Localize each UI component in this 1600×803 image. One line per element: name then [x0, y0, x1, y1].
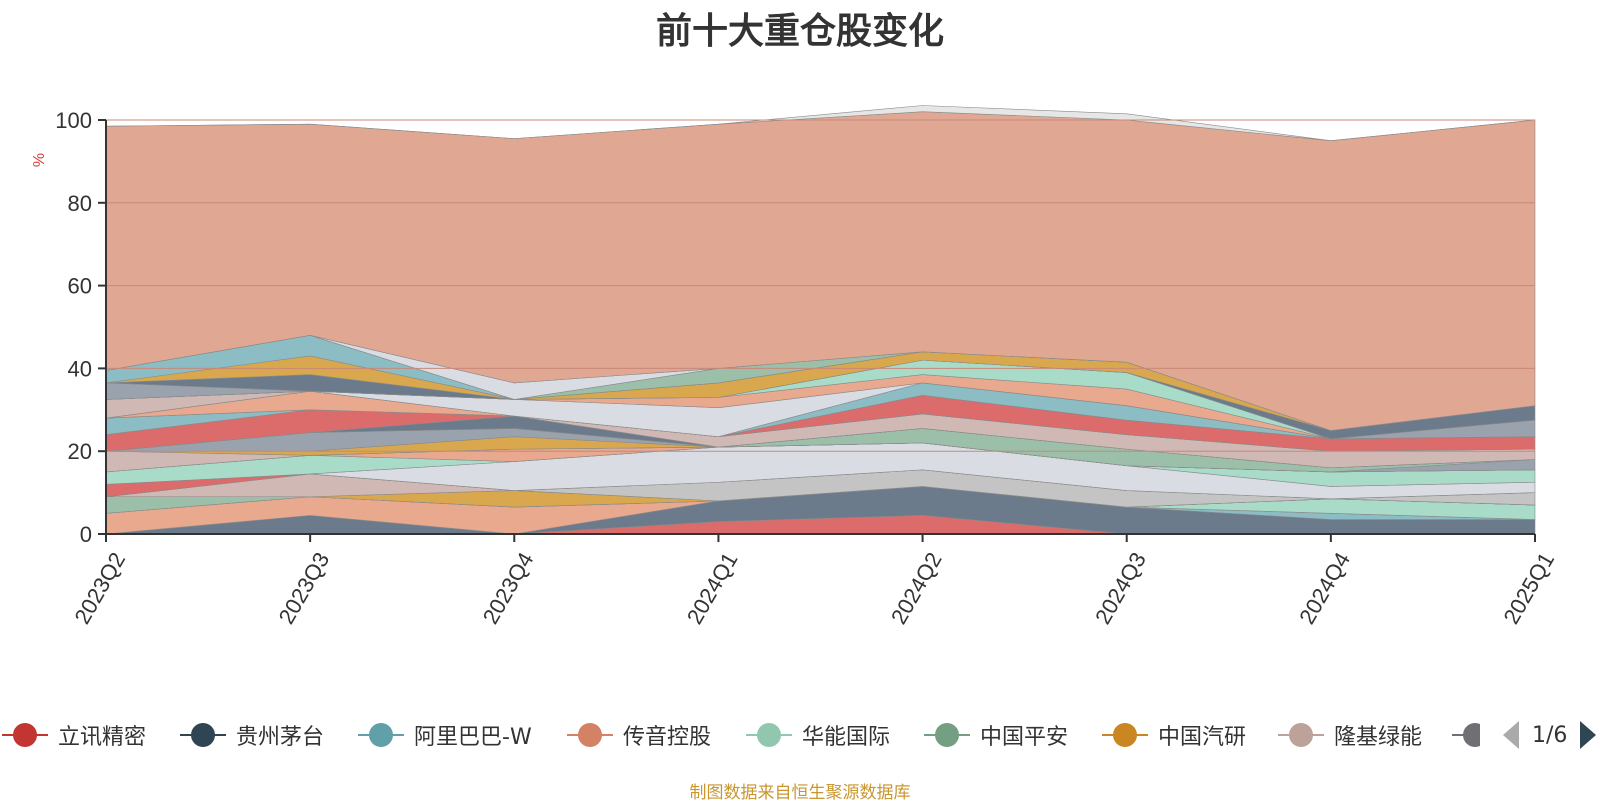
area-layer — [105, 105, 1536, 535]
triangle-left-icon — [1503, 721, 1519, 749]
y-tick-label: 80 — [68, 191, 92, 216]
legend-item[interactable] — [1450, 715, 1480, 755]
legend-item[interactable]: 贵州茅台 — [178, 715, 324, 755]
legend-item[interactable]: 传音控股 — [565, 715, 711, 755]
legend-label: 传音控股 — [623, 725, 712, 750]
legend-marker — [0, 720, 50, 750]
x-tick-label: 2024Q2 — [886, 548, 947, 628]
legend-label: 贵州茅台 — [236, 725, 325, 750]
legend-label: 中国平安 — [980, 725, 1069, 750]
legend-label: 阿里巴巴-W — [414, 725, 532, 750]
chart-title: 前十大重仓股变化 — [655, 11, 944, 52]
legend-marker — [356, 720, 406, 750]
y-tick-label: 20 — [68, 439, 92, 464]
x-tick-label: 2025Q1 — [1498, 548, 1559, 628]
x-tick-label: 2023Q2 — [69, 548, 130, 628]
legend-item[interactable]: 中国平安 — [922, 715, 1068, 755]
legend-label: 华能国际 — [802, 725, 891, 750]
legend-marker — [922, 720, 972, 750]
legend-pager: 1/6 — [1498, 715, 1600, 755]
y-axis-label: % — [31, 153, 48, 167]
grid-layer — [106, 119, 1535, 452]
stacked-area-chart: % 0 20 40 60 80 100 2023Q2 2023Q3 2023Q4 2024Q1 20… — [31, 105, 1559, 628]
legend-item[interactable]: 华能国际 — [744, 715, 890, 755]
x-tick-label: 2024Q3 — [1090, 548, 1151, 628]
legend-marker — [1276, 720, 1326, 750]
legend-page-indicator: 1/6 — [1532, 722, 1568, 748]
legend-prev-button[interactable] — [1498, 720, 1524, 750]
legend-marker — [178, 720, 228, 750]
legend-label: 立讯精密 — [58, 725, 147, 750]
y-tick-label: 0 — [80, 522, 92, 547]
legend-label: 隆基绿能 — [1334, 725, 1423, 750]
y-tick-label: 60 — [68, 274, 92, 299]
triangle-right-icon — [1580, 721, 1597, 749]
legend-item[interactable]: 隆基绿能 — [1276, 715, 1422, 755]
legend: 立讯精密 贵州茅台 阿里巴巴-W 传音控股 华能国际 中国平安 中国汽研 隆基绿能 — [0, 715, 1600, 755]
legend-item[interactable]: 中国汽研 — [1100, 715, 1246, 755]
source-note: 制图数据来自恒生聚源数据库 — [689, 783, 911, 803]
x-tick-label: 2023Q3 — [274, 548, 335, 628]
legend-marker — [1450, 720, 1480, 750]
legend-item[interactable]: 阿里巴巴-W — [356, 715, 532, 755]
legend-marker — [744, 720, 794, 750]
y-tick-label: 40 — [68, 356, 92, 381]
y-tick-label: 100 — [55, 108, 92, 133]
legend-label: 中国汽研 — [1158, 725, 1247, 750]
x-tick-label: 2024Q1 — [682, 548, 743, 628]
x-tick-label: 2024Q4 — [1294, 548, 1355, 628]
legend-marker — [565, 720, 615, 750]
legend-marker — [1100, 720, 1150, 750]
legend-next-button[interactable] — [1575, 720, 1600, 750]
legend-item[interactable]: 立讯精密 — [0, 715, 146, 755]
x-tick-label: 2023Q4 — [478, 548, 539, 628]
